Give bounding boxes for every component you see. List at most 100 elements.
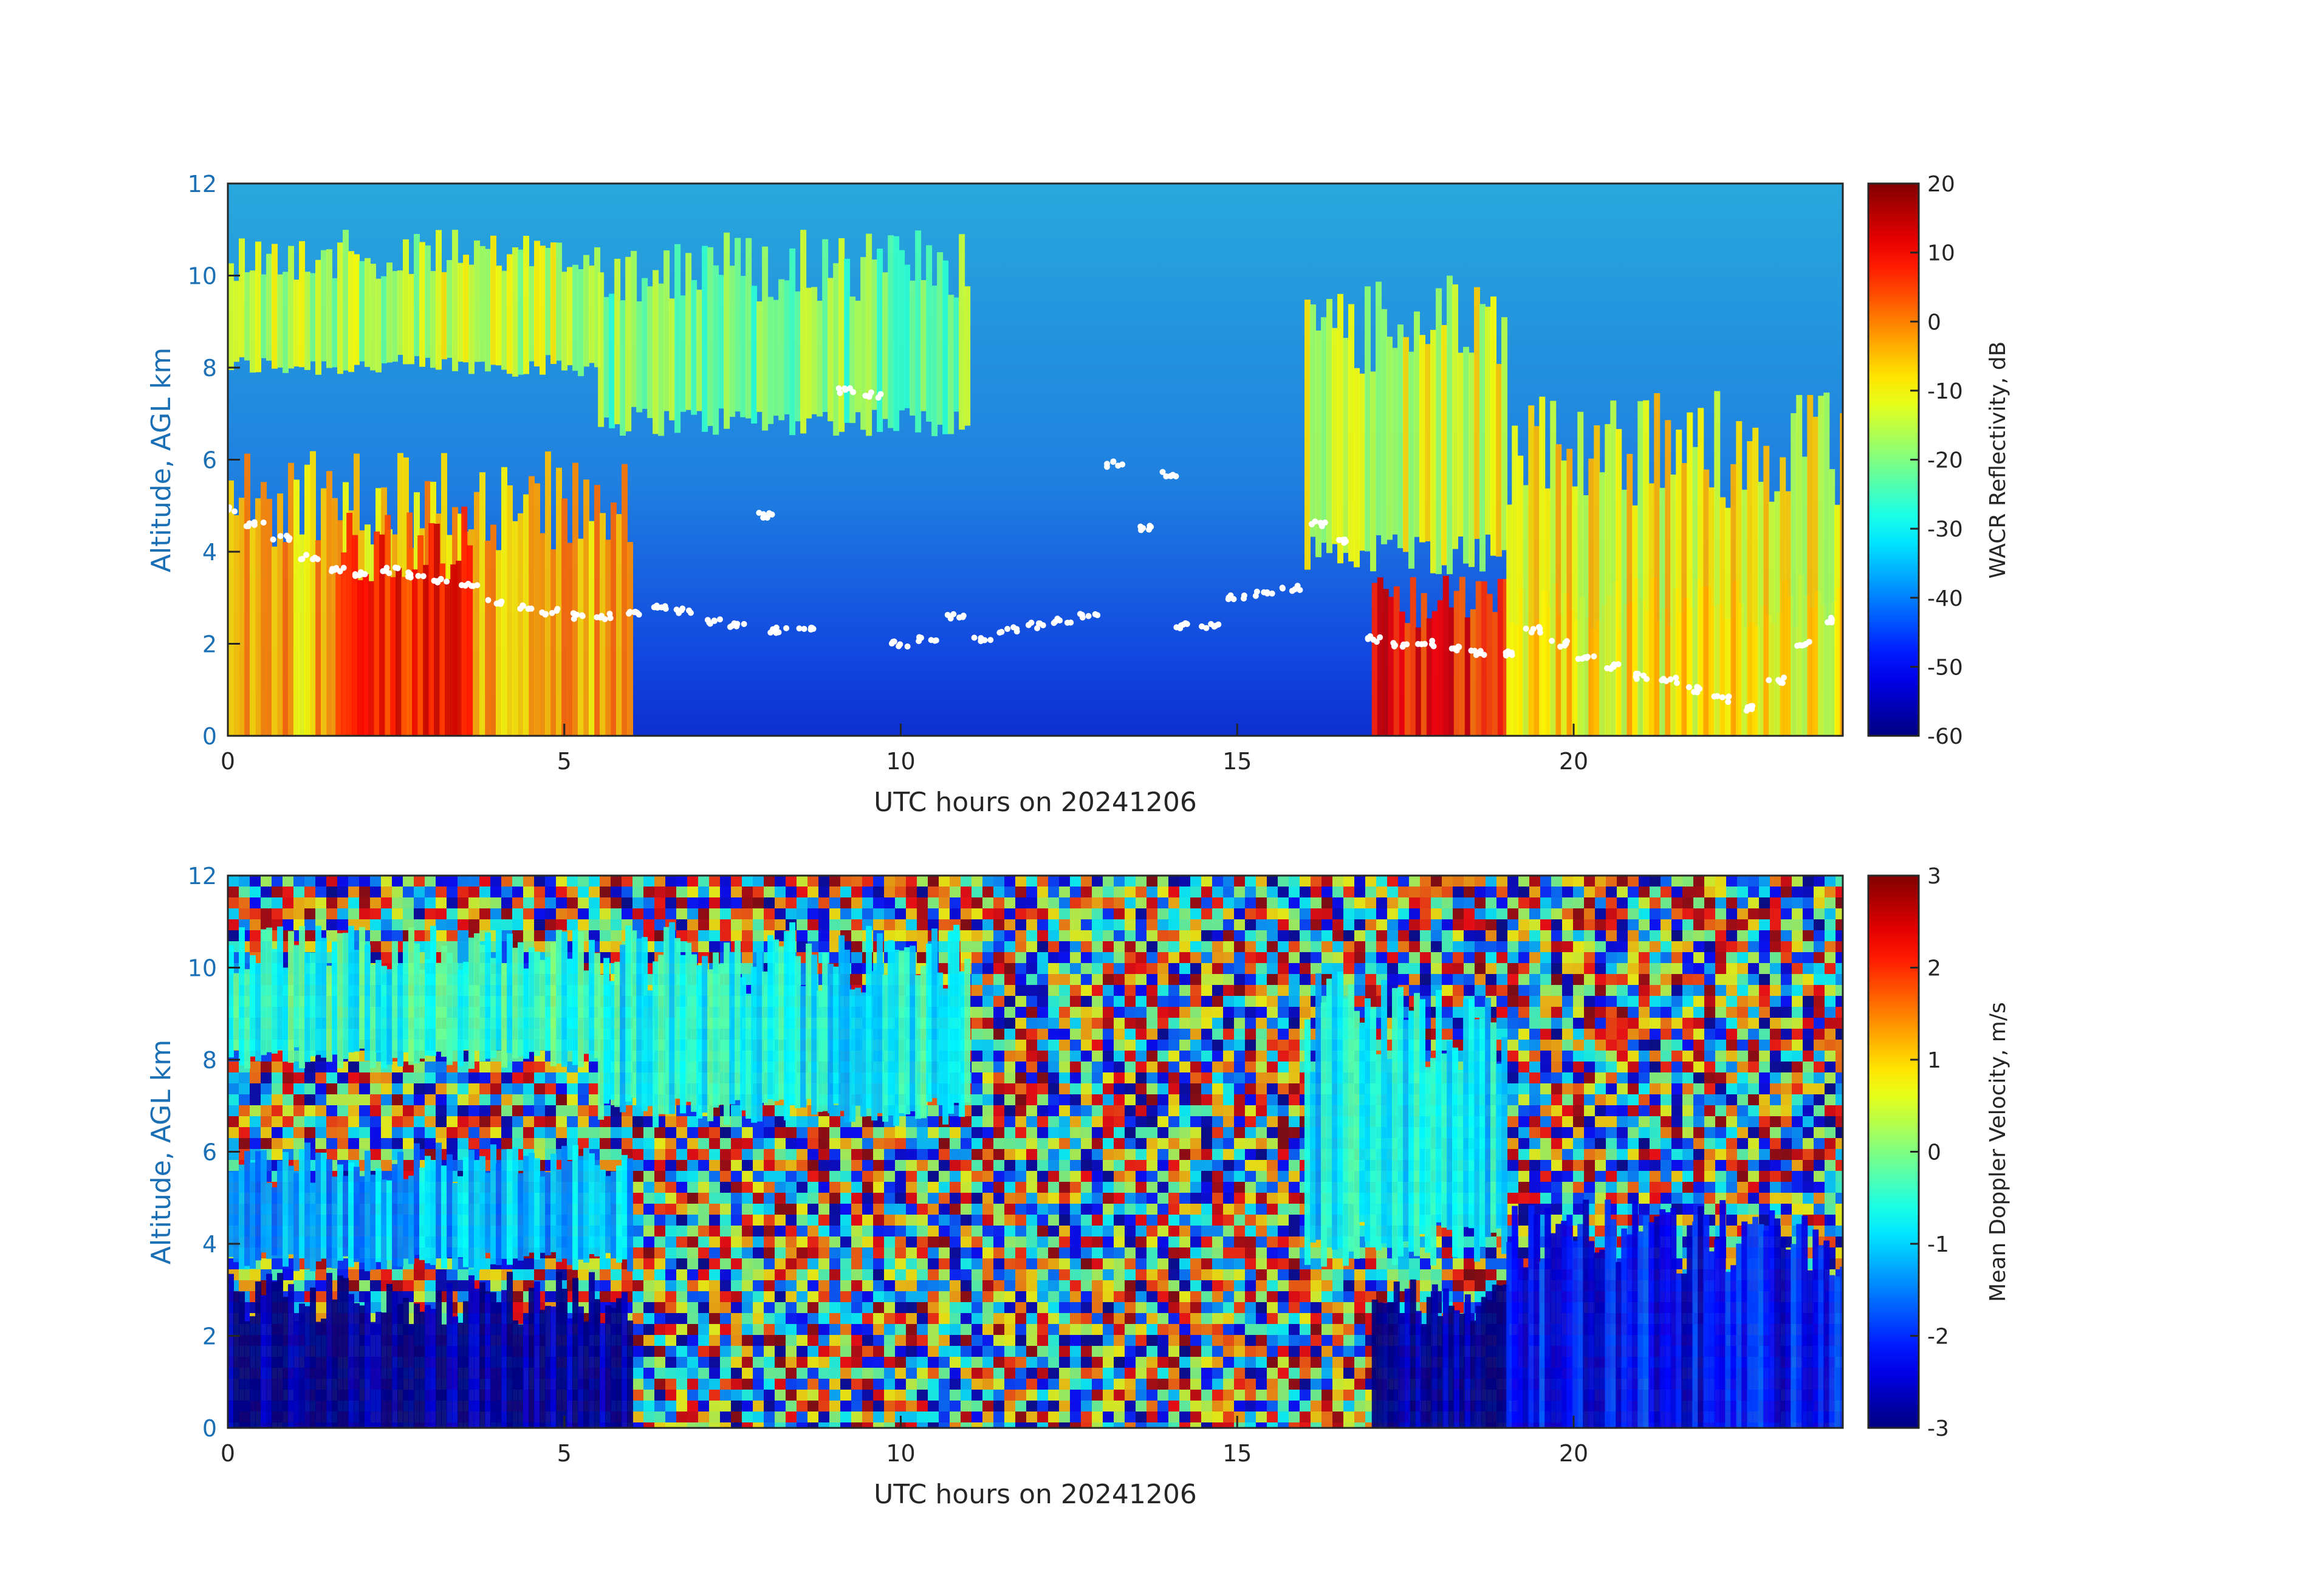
reflectivity-colorbar-label: WACR Reflectivity, dB	[1986, 341, 2010, 579]
cloud-base-point	[1549, 637, 1555, 644]
y-tick-label: 12	[188, 171, 217, 197]
cloud-base-point	[1725, 694, 1732, 701]
colorbar-tick-label: 20	[1927, 172, 1955, 197]
cloud-base-point	[405, 569, 412, 575]
cloud-base-point	[420, 573, 427, 580]
x-tick-label: 20	[1559, 748, 1588, 775]
colorbar-tick-label: -50	[1927, 655, 1963, 680]
doppler-cloud-region-5	[1371, 1279, 1509, 1428]
cloud-base-point	[243, 523, 250, 529]
y-tick-label: 4	[202, 1231, 217, 1258]
cloud-base-point	[286, 537, 292, 543]
cloud-base-point	[1077, 611, 1083, 617]
cloud-base-point	[1663, 677, 1670, 684]
cloud-base-point	[1085, 612, 1092, 619]
cloud-base-point	[1110, 458, 1117, 465]
cloud-base-point	[716, 616, 723, 623]
cloud-base-point	[1400, 641, 1407, 648]
doppler-y-ticks: 0 2 4 6 8 10 12	[188, 863, 240, 1442]
cloud-base-point	[1148, 524, 1154, 530]
cloud-base-point	[1104, 461, 1111, 467]
colorbar-tick-label: 0	[1927, 1141, 1941, 1165]
cloud-base-point	[1719, 694, 1726, 701]
cloud-base-point	[594, 614, 600, 620]
cloud-base-point	[1691, 688, 1698, 695]
colorbar-tick-label: -60	[1927, 724, 1963, 749]
cloud-base-point	[741, 620, 747, 627]
cloud-base-point	[1503, 652, 1509, 659]
cloud-base-point	[1530, 626, 1537, 633]
cloud-base-point	[987, 637, 994, 643]
cloud-base-point	[783, 625, 790, 631]
cloud-base-point	[1119, 461, 1126, 468]
cloud-base-point	[1182, 620, 1189, 626]
cloud-base-point	[303, 552, 310, 558]
cloud-base-point	[950, 611, 957, 617]
colorbar-tick-label: -30	[1927, 517, 1963, 542]
cloud-base-point	[891, 638, 897, 645]
cloud-base-point	[386, 570, 392, 577]
doppler-colorbar: 3 2 1 0 -1 -2 -3	[1867, 864, 1949, 1441]
cloud-base-point	[981, 637, 988, 643]
cloud-base-point	[1225, 596, 1232, 603]
cloud-base-point	[1644, 676, 1650, 682]
cloud-base-point	[1725, 699, 1732, 705]
reflectivity-x-axis-title: UTC hours on 20241206	[874, 787, 1197, 818]
cloud-base-point	[916, 638, 922, 645]
cloud-base-point	[632, 608, 639, 615]
cloud-base-point	[971, 634, 978, 641]
y-tick-label: 4	[202, 539, 217, 566]
cloud-base-point	[458, 582, 465, 589]
cloud-base-point	[1585, 653, 1591, 660]
cloud-base-point	[947, 615, 954, 622]
cloud-base-point	[1743, 707, 1750, 714]
cloud-base-point	[314, 556, 321, 563]
cloud-base-point	[1685, 684, 1692, 690]
doppler-cloud-region-6	[1506, 1199, 1843, 1428]
cloud-base-point	[1230, 595, 1237, 602]
cloud-base-point	[1563, 640, 1569, 647]
cloud-base-point	[270, 536, 276, 543]
cloud-base-point	[1608, 665, 1614, 672]
x-tick-label: 15	[1222, 1440, 1252, 1467]
cloud-base-point	[1391, 643, 1397, 650]
cloud-base-point	[875, 394, 882, 401]
cloud-base-point	[1591, 653, 1597, 660]
cloud-base-point	[1477, 648, 1484, 654]
doppler-cloud-region-0	[228, 925, 600, 1069]
y-tick-label: 12	[188, 863, 217, 890]
doppler-cloud-region-2	[228, 1142, 633, 1272]
cloud-base-point	[525, 606, 532, 612]
x-tick-label: 10	[886, 748, 915, 775]
x-tick-label: 5	[557, 1440, 572, 1467]
colorbar-tick-label: -20	[1927, 448, 1963, 473]
y-tick-label: 2	[202, 631, 217, 658]
cloud-base-point	[392, 564, 399, 571]
cloud-base-point	[1673, 674, 1679, 681]
cloud-base-point	[1212, 622, 1219, 629]
colorbar-tick-label: -2	[1927, 1325, 1949, 1350]
y-tick-label: 2	[202, 1323, 217, 1350]
cloud-base-point	[1473, 652, 1479, 659]
cloud-base-point	[1714, 693, 1721, 699]
cloud-base-point	[1057, 617, 1063, 624]
cloud-base-point	[1696, 685, 1703, 692]
cloud-base-point	[1430, 643, 1437, 650]
cloud-base-point	[1633, 673, 1639, 680]
doppler-colorbar-label: Mean Doppler Velocity, m/s	[1986, 1002, 2010, 1302]
cloud-base-point	[1828, 614, 1834, 621]
reflectivity-cloud-region-6	[1506, 391, 1843, 736]
cloud-base-point	[1766, 677, 1772, 684]
colorbar-tick-label: 3	[1927, 864, 1941, 889]
cloud-base-point	[468, 583, 475, 589]
cloud-base-point	[360, 571, 367, 577]
reflectivity-plot-area[interactable]	[219, 184, 1848, 736]
cloud-base-point	[340, 564, 347, 571]
cloud-base-point	[309, 556, 316, 563]
cloud-base-point	[1342, 536, 1348, 543]
x-tick-label: 20	[1559, 1440, 1588, 1467]
cloud-base-point	[1794, 642, 1801, 649]
doppler-plot-area[interactable]	[228, 876, 1846, 1433]
y-tick-label: 8	[202, 1047, 217, 1074]
